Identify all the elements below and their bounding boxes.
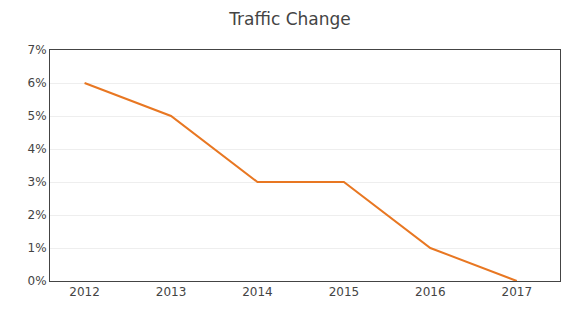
svg-text:2014: 2014 <box>242 285 273 299</box>
svg-text:2012: 2012 <box>69 285 100 299</box>
svg-text:1%: 1% <box>28 241 47 255</box>
svg-text:Traffic Change: Traffic Change <box>228 9 351 29</box>
svg-text:4%: 4% <box>28 142 47 156</box>
svg-text:2016: 2016 <box>415 285 446 299</box>
svg-text:2%: 2% <box>28 208 47 222</box>
svg-text:2013: 2013 <box>156 285 187 299</box>
svg-text:3%: 3% <box>28 175 47 189</box>
svg-text:7%: 7% <box>28 43 47 57</box>
svg-text:2017: 2017 <box>502 285 533 299</box>
svg-text:6%: 6% <box>28 76 47 90</box>
svg-text:5%: 5% <box>28 109 47 123</box>
svg-text:2015: 2015 <box>329 285 360 299</box>
svg-text:0%: 0% <box>28 274 47 288</box>
